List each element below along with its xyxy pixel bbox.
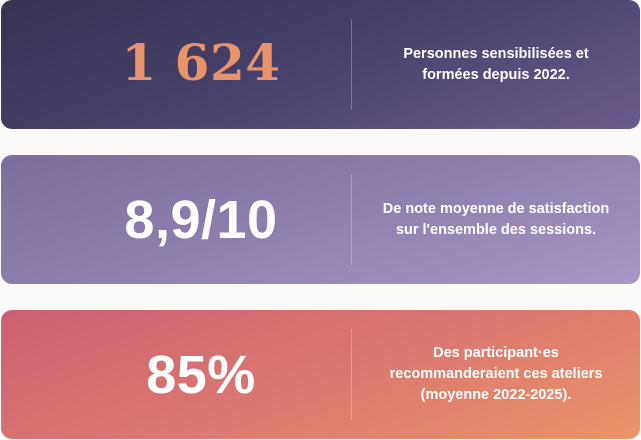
stat-caption: De note moyenne de satisfaction sur l'en… <box>352 155 640 284</box>
stat-caption-line: sur l'ensemble des sessions. <box>395 221 597 238</box>
stat-card-people-trained: 1 624 Personnes sensibilisées et formées… <box>1 0 640 129</box>
stat-card-satisfaction: 8,9/10 De note moyenne de satisfaction s… <box>1 155 640 284</box>
stat-divider <box>351 174 352 265</box>
stat-caption-line: De note moyenne de satisfaction <box>382 200 610 217</box>
stat-divider <box>351 329 352 420</box>
stat-value: 85% <box>146 344 256 405</box>
stat-divider <box>351 19 352 110</box>
stat-caption-line: recommanderaient ces ateliers <box>389 366 603 382</box>
stat-caption: Personnes sensibilisées et formées depui… <box>352 0 640 129</box>
stat-caption-line: (moyenne 2022-2025). <box>420 387 572 403</box>
stat-caption-line: Personnes sensibilisées et <box>403 45 589 62</box>
stat-value: 8,9/10 <box>124 189 278 250</box>
stat-caption: Des participant·es recommanderaient ces … <box>352 310 640 439</box>
stat-card-recommendation: 85% Des participant·es recommanderaient … <box>1 310 640 439</box>
stat-caption-line: formées depuis 2022. <box>422 66 570 83</box>
stat-caption-line: Des participant·es <box>433 345 559 361</box>
stat-value: 1 624 <box>121 33 281 92</box>
